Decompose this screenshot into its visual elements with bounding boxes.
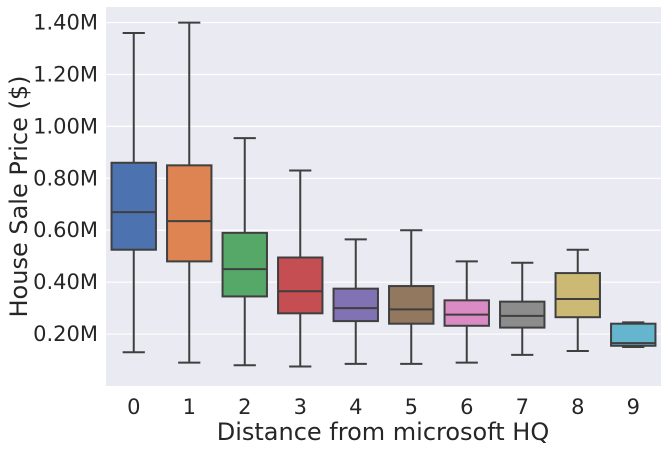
box-category-5 — [388, 229, 435, 365]
y-axis-label: House Sale Price ($) — [5, 75, 33, 317]
x-tick-label: 8 — [571, 395, 584, 419]
y-tick-label: 0.60M — [33, 218, 98, 242]
y-tick-label: 1.20M — [33, 62, 98, 86]
y-tick-label: 1.40M — [33, 11, 98, 35]
x-axis-label: Distance from microsoft HQ — [217, 418, 550, 446]
iqr-box — [166, 164, 213, 263]
x-tick-label: 5 — [405, 395, 418, 419]
box-category-3 — [277, 169, 324, 368]
y-tick-label: 1.00M — [33, 114, 98, 138]
iqr-box — [110, 161, 157, 251]
iqr-box — [499, 300, 546, 329]
x-tick-label: 6 — [460, 395, 473, 419]
x-tick-label: 7 — [516, 395, 529, 419]
x-tick-label: 4 — [349, 395, 362, 419]
y-tick-label: 0.20M — [33, 322, 98, 346]
x-axis-ticks: 0 1 2 3 4 5 6 7 8 9 — [127, 395, 640, 419]
iqr-box — [221, 231, 268, 298]
box-category-4 — [332, 238, 379, 365]
box-category-2 — [221, 137, 268, 367]
y-tick-label: 0.40M — [33, 270, 98, 294]
boxes — [110, 21, 657, 368]
x-tick-label: 1 — [183, 395, 196, 419]
box-category-7 — [499, 261, 546, 356]
y-axis-ticks: 0.20M 0.40M 0.60M 0.80M 1.00M 1.20M 1.40M — [33, 11, 98, 347]
iqr-box — [610, 322, 657, 347]
y-tick-label: 0.80M — [33, 166, 98, 190]
iqr-box — [332, 287, 379, 323]
iqr-box — [554, 272, 601, 319]
iqr-box — [443, 299, 490, 327]
iqr-box — [277, 256, 324, 315]
box-category-9 — [610, 321, 657, 349]
box-category-6 — [443, 260, 490, 364]
x-tick-label: 3 — [294, 395, 307, 419]
box-category-8 — [554, 248, 601, 352]
x-tick-label: 9 — [627, 395, 640, 419]
iqr-box — [388, 285, 435, 325]
box-category-0 — [110, 31, 157, 354]
box-category-1 — [166, 21, 213, 364]
x-tick-label: 0 — [127, 395, 140, 419]
x-tick-label: 2 — [238, 395, 251, 419]
